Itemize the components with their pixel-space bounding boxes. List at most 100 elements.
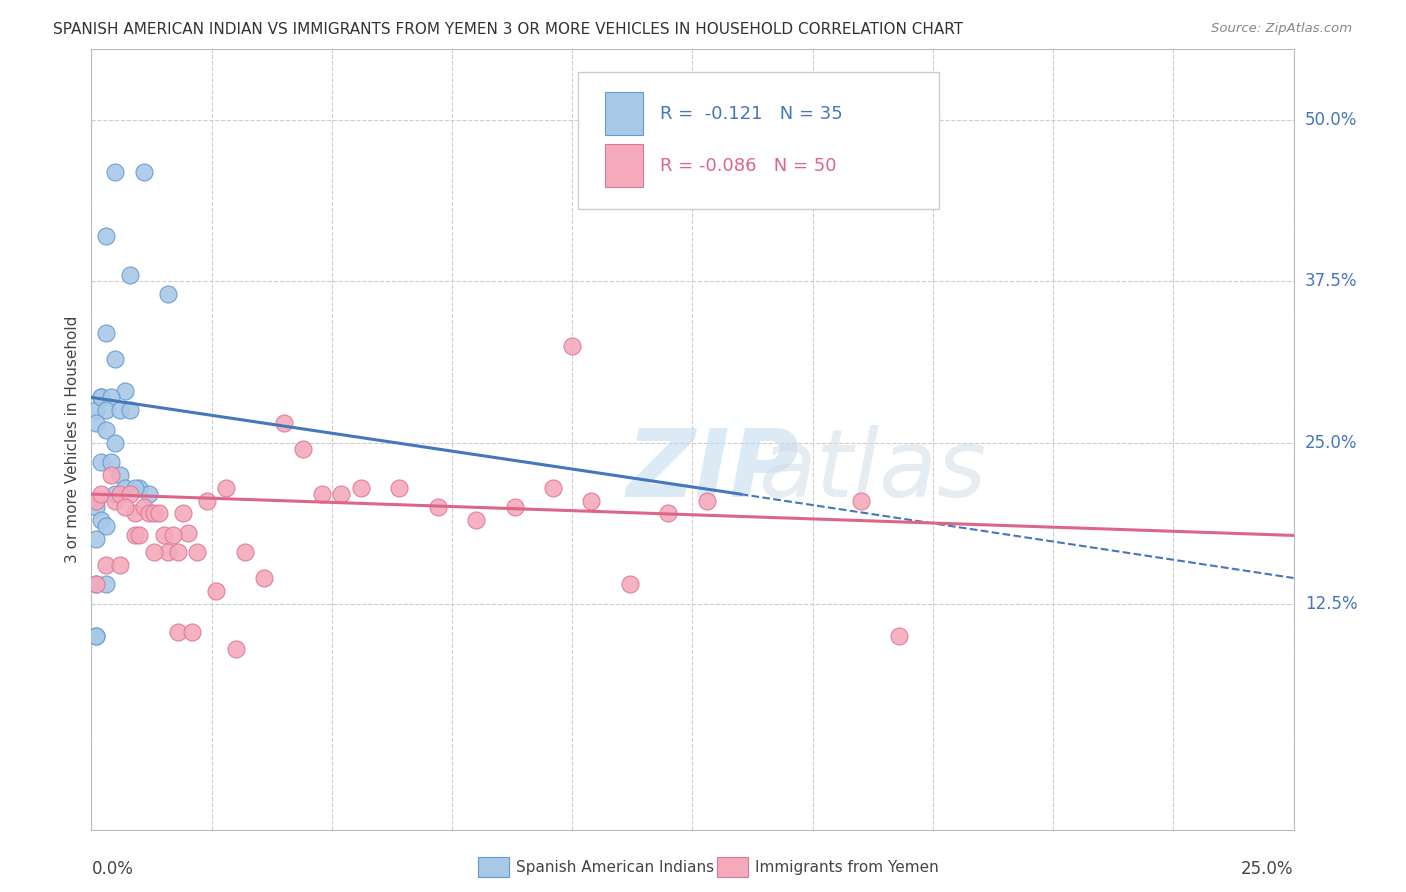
Point [541, 481, 564, 495]
Point [849, 493, 872, 508]
Point [619, 577, 641, 591]
Point [84, 416, 107, 430]
Point [118, 403, 141, 417]
Point [100, 455, 122, 469]
Point [110, 487, 132, 501]
FancyBboxPatch shape [605, 145, 643, 187]
Point [291, 442, 314, 456]
Text: 0.0%: 0.0% [91, 860, 134, 878]
Point [157, 545, 180, 559]
Point [110, 558, 132, 573]
Point [94, 577, 117, 591]
Text: 12.5%: 12.5% [1305, 595, 1357, 613]
Point [84, 577, 107, 591]
Point [118, 268, 141, 282]
Point [124, 528, 146, 542]
Point [94, 403, 117, 417]
Text: R =  -0.121   N = 35: R = -0.121 N = 35 [659, 105, 842, 123]
Point [311, 487, 333, 501]
Point [233, 545, 256, 559]
Point [172, 507, 194, 521]
Point [100, 390, 122, 404]
Point [90, 390, 112, 404]
Text: Immigrants from Yemen: Immigrants from Yemen [755, 860, 939, 874]
Point [94, 229, 117, 244]
Point [581, 493, 603, 508]
Point [84, 629, 107, 643]
Point [503, 500, 526, 514]
Point [138, 487, 160, 501]
Point [426, 500, 449, 514]
Point [110, 403, 132, 417]
Point [84, 493, 107, 508]
Point [118, 487, 141, 501]
Point [84, 403, 107, 417]
Text: 50.0%: 50.0% [1305, 111, 1357, 129]
Text: ZIP: ZIP [626, 425, 799, 516]
Point [94, 558, 117, 573]
Point [94, 423, 117, 437]
Point [215, 481, 238, 495]
Point [128, 481, 150, 495]
Point [176, 525, 198, 540]
Point [225, 642, 247, 657]
Text: SPANISH AMERICAN INDIAN VS IMMIGRANTS FROM YEMEN 3 OR MORE VEHICLES IN HOUSEHOLD: SPANISH AMERICAN INDIAN VS IMMIGRANTS FR… [53, 22, 963, 37]
Point [696, 493, 718, 508]
Point [128, 528, 150, 542]
Point [114, 500, 136, 514]
Point [84, 533, 107, 547]
Point [110, 467, 132, 482]
Point [181, 625, 204, 640]
Point [148, 507, 170, 521]
Point [104, 164, 127, 178]
Point [162, 528, 184, 542]
Point [84, 493, 107, 508]
Point [94, 326, 117, 340]
Point [195, 493, 218, 508]
Text: 25.0%: 25.0% [1305, 434, 1357, 451]
Point [142, 545, 165, 559]
Point [167, 545, 190, 559]
Text: Spanish American Indians: Spanish American Indians [516, 860, 714, 874]
Point [124, 507, 146, 521]
FancyBboxPatch shape [578, 72, 939, 209]
Point [138, 507, 160, 521]
Text: R = -0.086   N = 50: R = -0.086 N = 50 [659, 157, 837, 175]
Point [205, 583, 228, 598]
Point [90, 390, 112, 404]
Point [157, 287, 180, 301]
FancyBboxPatch shape [605, 92, 643, 135]
Point [134, 164, 156, 178]
Point [104, 351, 127, 366]
Point [84, 500, 107, 514]
Point [104, 487, 127, 501]
Point [350, 481, 373, 495]
Point [90, 487, 112, 501]
Point [561, 339, 583, 353]
Point [104, 435, 127, 450]
Point [186, 545, 208, 559]
Point [90, 455, 112, 469]
Y-axis label: 3 or more Vehicles in Household: 3 or more Vehicles in Household [65, 316, 80, 563]
Point [84, 577, 107, 591]
Point [142, 507, 165, 521]
Point [657, 507, 679, 521]
Text: 37.5%: 37.5% [1305, 272, 1357, 290]
Point [124, 481, 146, 495]
Point [465, 513, 488, 527]
Text: atlas: atlas [759, 425, 987, 516]
Point [114, 384, 136, 398]
Point [152, 528, 174, 542]
Text: Source: ZipAtlas.com: Source: ZipAtlas.com [1212, 22, 1353, 36]
Point [889, 629, 911, 643]
Point [167, 625, 190, 640]
Point [90, 513, 112, 527]
Point [94, 519, 117, 533]
Point [84, 629, 107, 643]
Point [114, 481, 136, 495]
Text: 25.0%: 25.0% [1241, 860, 1294, 878]
Point [273, 416, 295, 430]
Point [134, 500, 156, 514]
Point [253, 571, 276, 585]
Point [330, 487, 353, 501]
